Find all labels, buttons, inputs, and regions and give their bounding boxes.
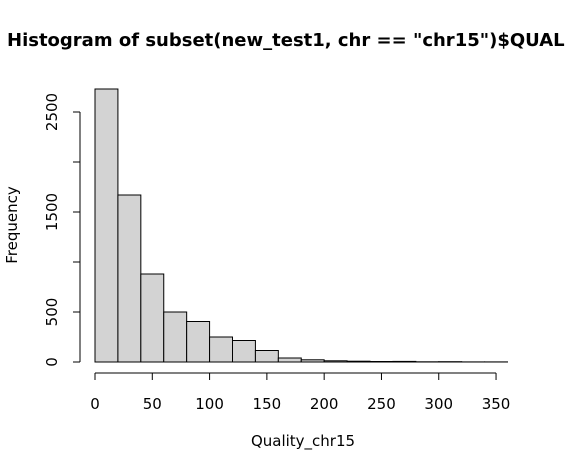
x-tick-label-100: 100 (195, 395, 224, 413)
bar-60-80 (163, 311, 188, 363)
x-axis-label: Quality_chr15 (251, 432, 355, 451)
bar-140-160 (254, 350, 279, 363)
x-tick-label-200: 200 (310, 395, 339, 413)
bar-220-240 (346, 360, 371, 363)
bar-120-140 (232, 340, 256, 363)
bar-160-180 (277, 357, 302, 363)
bar-260-280 (392, 360, 417, 363)
x-tick-label-50: 50 (143, 395, 162, 413)
bar-200-220 (323, 360, 348, 363)
y-axis: 0 500 1500 2500 (43, 93, 81, 367)
y-tick-label-0: 0 (43, 357, 61, 367)
x-tick-label-0: 0 (90, 395, 100, 413)
x-tick-label-250: 250 (367, 395, 396, 413)
bar-20-40 (117, 194, 142, 363)
bar-0-20 (94, 88, 119, 363)
y-tick-label-500: 500 (43, 298, 61, 327)
y-axis-label: Frequency (3, 186, 21, 264)
y-tick-label-2500: 2500 (43, 93, 61, 131)
chart-title: Histogram of subset(new_test1, chr == "c… (7, 30, 565, 51)
x-axis: 0 50 100 150 200 250 300 350 (90, 372, 511, 413)
bar-40-60 (140, 273, 165, 363)
bar-100-120 (209, 336, 233, 363)
x-tick-label-150: 150 (253, 395, 282, 413)
bar-180-200 (300, 359, 325, 363)
x-tick-label-350: 350 (482, 395, 511, 413)
bar-80-100 (186, 321, 211, 363)
bar-240-260 (369, 361, 394, 363)
x-tick-label-300: 300 (424, 395, 453, 413)
y-tick-label-1500: 1500 (43, 193, 61, 231)
bars-group (94, 88, 509, 363)
